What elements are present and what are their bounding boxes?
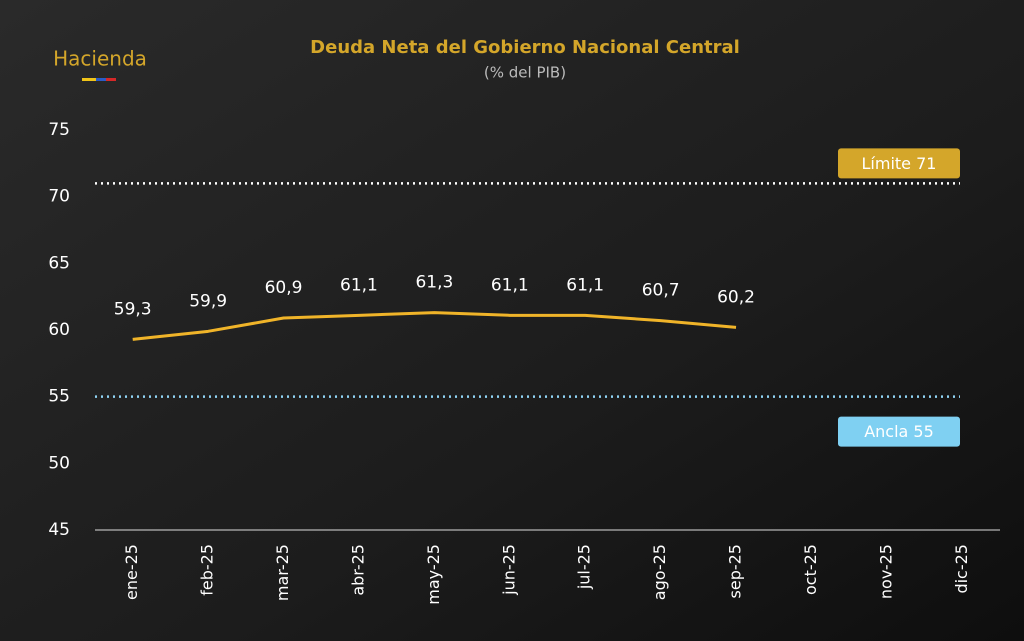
x-tick-label: jul-25 [575,544,594,590]
data-label: 60,9 [265,278,303,298]
x-tick-label: nov-25 [876,544,895,599]
y-tick-label: 65 [48,253,70,273]
chart-title: Deuda Neta del Gobierno Nacional Central [310,37,740,58]
data-label: 61,3 [415,273,453,293]
reference-label-box [838,148,960,179]
flag-red [106,78,116,81]
data-label: 59,9 [189,291,227,311]
flag-blue [96,78,106,81]
x-tick-label: abr-25 [348,544,367,596]
data-label: 61,1 [491,275,529,295]
reference-label-box [838,416,960,447]
x-tick-label: feb-25 [198,544,217,596]
flag-yellow [82,78,96,81]
data-label: 60,7 [642,281,680,301]
x-tick-label: jun-25 [499,544,518,596]
data-label: 61,1 [566,275,604,295]
x-tick-label: mar-25 [273,544,292,601]
data-label: 60,2 [717,287,755,307]
x-tick-label: dic-25 [952,544,971,594]
x-tick-label: may-25 [424,544,443,605]
y-tick-label: 70 [48,187,70,207]
reference-label: Ancla 55 [864,422,934,441]
y-tick-label: 45 [48,520,70,540]
x-tick-label: sep-25 [726,544,745,598]
data-label: 61,1 [340,275,378,295]
brand: Hacienda [53,47,147,71]
data-label: 59,3 [114,299,152,319]
line [132,311,737,341]
chart-subtitle: (% del PIB) [484,64,566,82]
y-tick-label: 50 [48,453,70,473]
x-tick-label: ene-25 [122,544,141,600]
reference-label: Límite 71 [862,154,937,173]
x-tick-label: oct-25 [801,544,820,595]
x-tick-label: ago-25 [650,544,669,600]
y-tick-label: 60 [48,320,70,340]
y-tick-label: 55 [48,387,70,407]
y-tick-label: 75 [48,120,70,140]
